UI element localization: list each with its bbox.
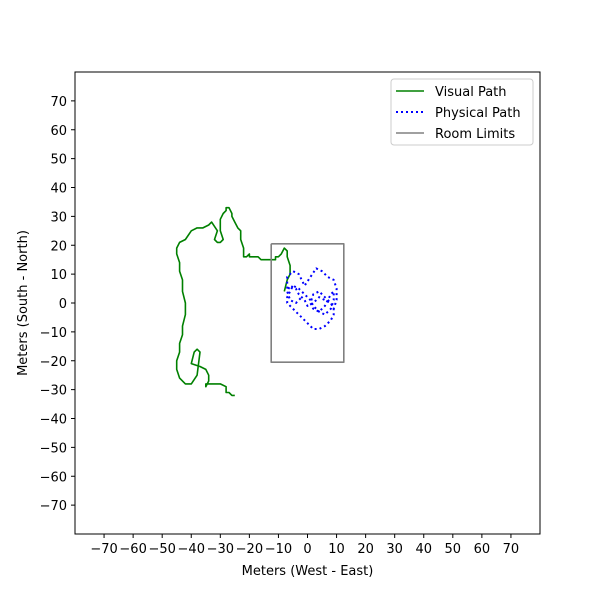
x-tick-label: 10 (328, 542, 345, 557)
legend-label-physical-path: Physical Path (435, 106, 521, 121)
y-tick-label: 10 (50, 268, 67, 283)
x-tick-label: −50 (148, 542, 175, 557)
series-room-limits (270, 243, 345, 364)
y-tick-label: −30 (40, 384, 67, 399)
series-visual-path (175, 206, 291, 397)
x-tick-label: 70 (503, 542, 520, 557)
y-tick-label: 70 (50, 95, 67, 110)
y-tick-label: 60 (50, 124, 67, 139)
x-tick-label: −70 (90, 542, 117, 557)
y-tick-label: 0 (59, 297, 67, 312)
y-tick-label: −50 (40, 441, 67, 456)
y-axis-label: Meters (South - North) (16, 230, 31, 376)
x-tick-label: −40 (178, 542, 205, 557)
x-tick-label: 60 (474, 542, 491, 557)
x-tick-label: 50 (445, 542, 462, 557)
ticks-layer: −70 −60 −50 −40 −30 −20 −10 0 10 20 30 40 50 60 70−70−… (40, 95, 520, 557)
y-tick-label: 30 (50, 210, 67, 225)
legend-label-visual-path: Visual Path (435, 85, 507, 100)
y-tick-label: −70 (40, 499, 67, 514)
x-tick-label: 20 (357, 542, 374, 557)
y-tick-label: −20 (40, 355, 67, 370)
x-axis-label: Meters (West - East) (242, 564, 374, 579)
legend-box (390, 78, 534, 146)
y-tick-label: 20 (50, 239, 67, 254)
x-tick-label: 0 (303, 542, 311, 557)
x-tick-label: 30 (386, 542, 403, 557)
x-tick-label: 40 (415, 542, 432, 557)
series-physical-path (286, 267, 338, 330)
x-tick-label: −20 (236, 542, 263, 557)
series-layer (175, 206, 345, 397)
y-tick-label: −10 (40, 326, 67, 341)
y-tick-label: −60 (40, 470, 67, 485)
x-tick-label: −60 (119, 542, 146, 557)
y-tick-label: 40 (50, 182, 67, 197)
legend: Visual Path Physical Path Room Limits (390, 78, 534, 146)
x-tick-label: −10 (265, 542, 292, 557)
y-tick-label: 50 (50, 153, 67, 168)
legend-label-room-limits: Room Limits (435, 127, 515, 142)
x-tick-label: −30 (207, 542, 234, 557)
y-tick-label: −40 (40, 413, 67, 428)
